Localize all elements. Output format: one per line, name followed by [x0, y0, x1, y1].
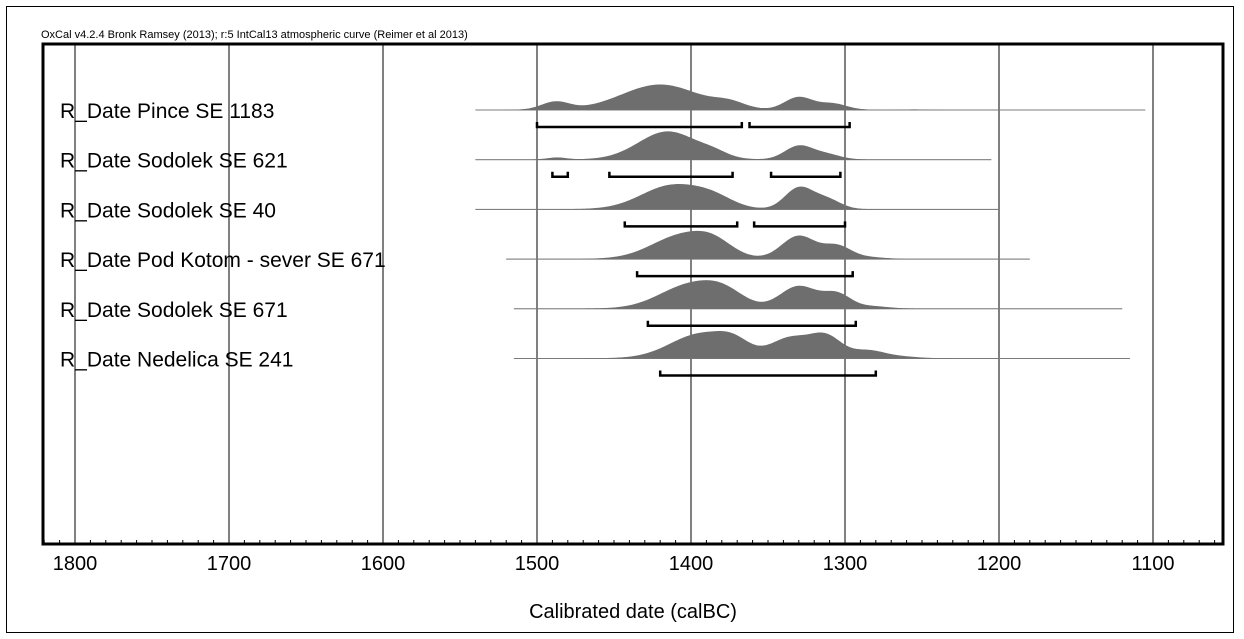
distribution-area: [506, 230, 1030, 260]
series-label: R_Date Sodolek SE 40: [60, 199, 276, 222]
x-tick-label-1400: 1400: [669, 553, 714, 575]
distribution-group: [475, 131, 992, 178]
distribution-area: [475, 131, 992, 160]
distribution-group: [475, 84, 1146, 129]
x-tick-label-1100: 1100: [1131, 553, 1174, 575]
outer-frame: [6, 6, 1234, 633]
x-tick-label-1500: 1500: [515, 553, 560, 575]
hpd-range-bracket: [551, 171, 570, 178]
distribution-area: [475, 184, 999, 210]
hpd-range-bracket: [608, 171, 734, 178]
series-label: R_Date Sodolek SE 671: [60, 299, 288, 322]
hpd-range-bracket: [752, 221, 847, 228]
plot-frame: [41, 42, 1225, 546]
distributions-layer: [475, 84, 1146, 377]
hpd-range-bracket: [748, 122, 851, 129]
distribution-group: [513, 331, 1130, 377]
x-tick-label-1600: 1600: [361, 553, 406, 575]
distribution-group: [506, 230, 1030, 278]
x-tick-label-1300: 1300: [823, 553, 868, 575]
hpd-range-bracket: [535, 122, 744, 129]
x-axis-title: Calibrated date (calBC): [529, 601, 737, 623]
hpd-range-bracket: [635, 271, 854, 278]
distribution-area: [513, 280, 1123, 310]
distribution-area: [475, 84, 1146, 111]
hpd-range-bracket: [646, 320, 858, 328]
series-label: R_Date Nedelica SE 241: [60, 349, 293, 372]
x-tick-label-1200: 1200: [977, 553, 1022, 575]
series-label: R_Date Pod Kotom - sever SE 671: [60, 249, 386, 272]
hpd-range-bracket: [623, 221, 739, 228]
hpd-range-bracket: [769, 171, 842, 178]
hpd-range-bracket: [658, 370, 878, 377]
x-tick-label-1700: 1700: [207, 553, 252, 575]
series-label: R_Date Pince SE 1183: [60, 100, 274, 123]
distribution-area: [513, 331, 1130, 359]
labels-layer: R_Date Pince SE 1183 R_Date Sodolek SE 62…: [60, 100, 386, 372]
distribution-group: [513, 280, 1123, 328]
x-axis: 1800 1700 1600 1500 1400 1300 1200 1100: [43, 535, 1216, 575]
x-tick-label-1800: 1800: [53, 553, 98, 575]
chart-header: OxCal v4.2.4 Bronk Ramsey (2013); r:5 In…: [41, 29, 468, 41]
series-label: R_Date Sodolek SE 621: [60, 150, 288, 173]
distribution-group: [475, 184, 999, 228]
